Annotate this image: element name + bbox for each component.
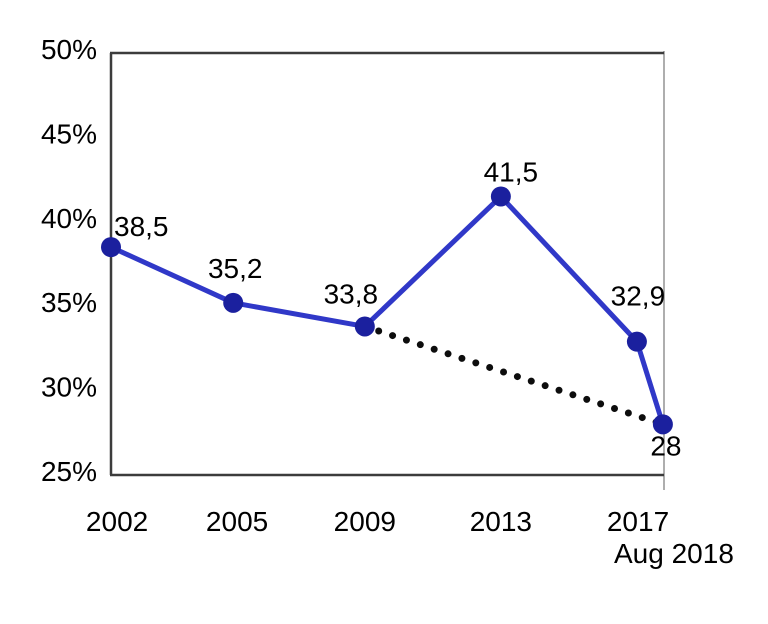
x-axis-tick-label: 2009 (334, 506, 396, 537)
data-label-aug-2018: 28 (650, 430, 681, 461)
x-axis-tick-label: 2013 (470, 506, 532, 537)
y-axis-tick-label: 30% (41, 372, 97, 403)
y-axis-tick-label: 50% (41, 34, 97, 65)
x-axis-tick-label: 2017 (607, 506, 669, 537)
data-point-2009 (354, 316, 375, 337)
data-point-2017 (626, 331, 647, 352)
data-label-2017: 32,9 (611, 281, 666, 312)
data-point-2002 (101, 237, 121, 258)
data-label-2013: 41,5 (484, 156, 539, 187)
series-line (108, 193, 666, 427)
data-label-2009: 33,8 (324, 278, 379, 309)
data-point-2013 (490, 186, 511, 207)
data-point-aug-2018 (652, 414, 673, 435)
y-axis-tick-label: 45% (41, 118, 97, 149)
x-axis-tick-label: 2005 (206, 506, 268, 537)
y-axis-tick-label: 25% (41, 456, 97, 487)
x-axis-second-row-label: Aug 2018 (614, 538, 734, 569)
x-axis-tick-label: 2002 (86, 506, 148, 537)
y-axis-tick-label: 40% (41, 203, 97, 234)
trend-dotted-line (361, 322, 667, 428)
data-point-2005 (223, 292, 244, 313)
data-label-2002: 38,5 (114, 211, 169, 242)
y-axis-tick-label: 35% (41, 287, 97, 318)
data-label-2005: 35,2 (208, 253, 263, 284)
